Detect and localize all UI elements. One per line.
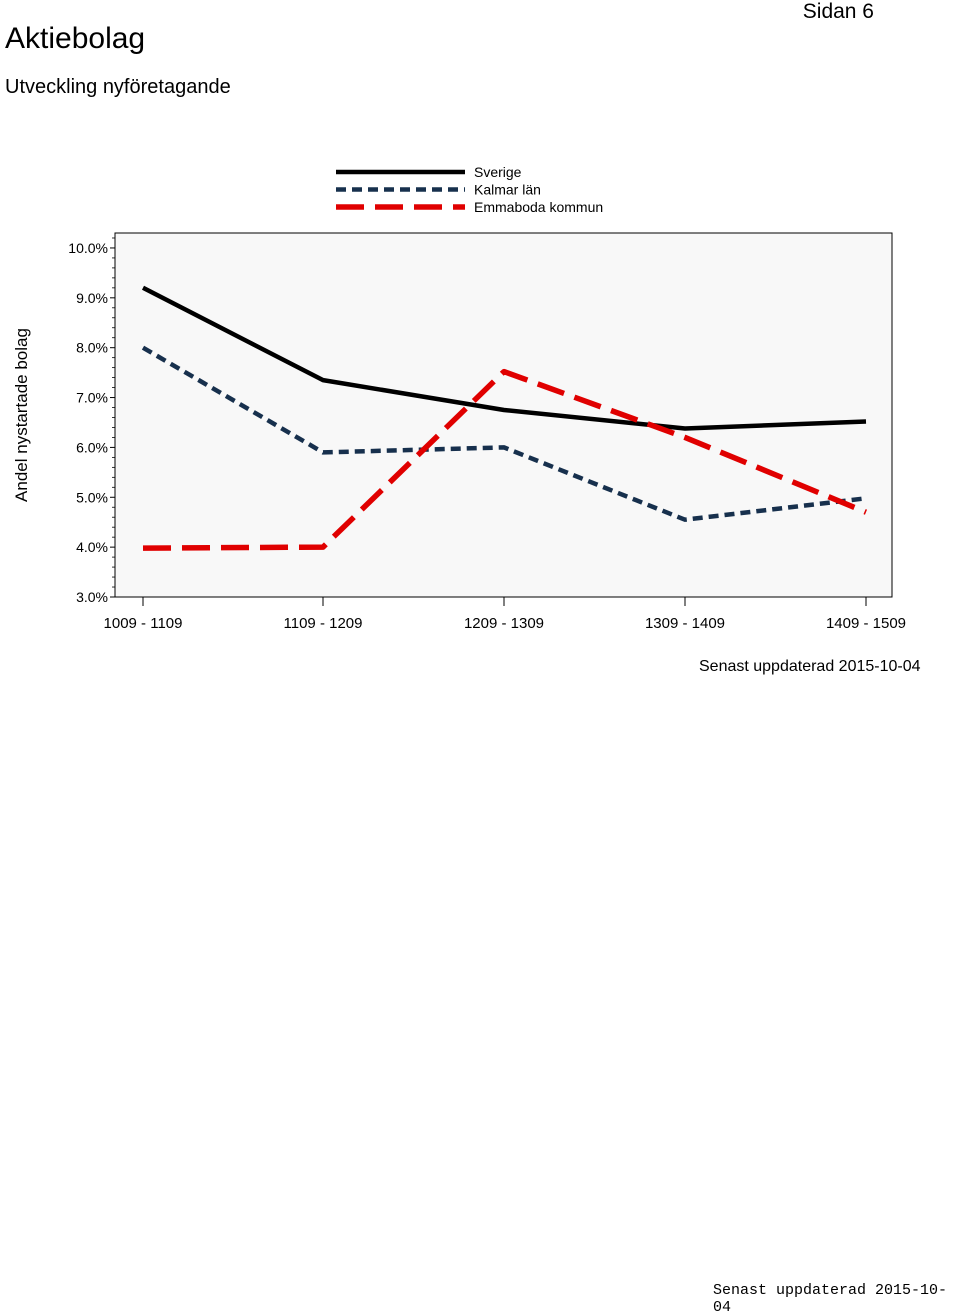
page-number: Sidan 6 <box>802 0 874 23</box>
chart-updated-note: Senast uppdaterad 2015-10-04 <box>699 658 921 675</box>
legend-label: Emmaboda kommun <box>474 199 603 215</box>
x-tick-label: 1109 - 1209 <box>284 615 363 632</box>
x-tick-label: 1309 - 1409 <box>645 615 725 632</box>
legend-label: Sverige <box>474 164 522 180</box>
page-updated-footer: Senast uppdaterad 2015-10-04 <box>713 1282 948 1316</box>
page-title: Aktiebolag <box>5 22 146 55</box>
y-axis-ticks: 10.0% 9.0% 8.0% 7.0% 6.0% 5.0% 4.0% 3.0% <box>68 240 115 605</box>
y-tick-label: 8.0% <box>76 340 108 356</box>
x-tick-label: 1409 - 1509 <box>826 615 906 632</box>
y-axis-label: Andel nystartade bolag <box>12 328 31 502</box>
x-tick-label: 1009 - 1109 <box>104 615 183 632</box>
y-tick-label: 4.0% <box>76 539 108 555</box>
y-minor-ticks <box>112 237 115 588</box>
legend-label: Kalmar län <box>474 182 541 198</box>
y-tick-label: 9.0% <box>76 290 108 306</box>
series-line-emmaboda-kommun <box>142 368 868 551</box>
series-line-kalmar-l-n <box>141 345 867 522</box>
series-line-sverige <box>141 285 867 431</box>
y-tick-label: 7.0% <box>76 390 108 406</box>
y-tick-label: 10.0% <box>68 240 108 256</box>
series-lines <box>141 285 868 551</box>
plot-area <box>114 232 893 598</box>
y-tick-label: 6.0% <box>76 439 108 455</box>
y-tick-label: 3.0% <box>76 589 108 605</box>
x-axis-ticks: 1009 - 1109 1109 - 1209 1209 - 1309 1309 - … <box>104 597 906 632</box>
page-subtitle: Utveckling nyföretagande <box>5 76 231 98</box>
x-tick-label: 1209 - 1309 <box>464 615 544 632</box>
y-tick-label: 5.0% <box>76 489 108 505</box>
